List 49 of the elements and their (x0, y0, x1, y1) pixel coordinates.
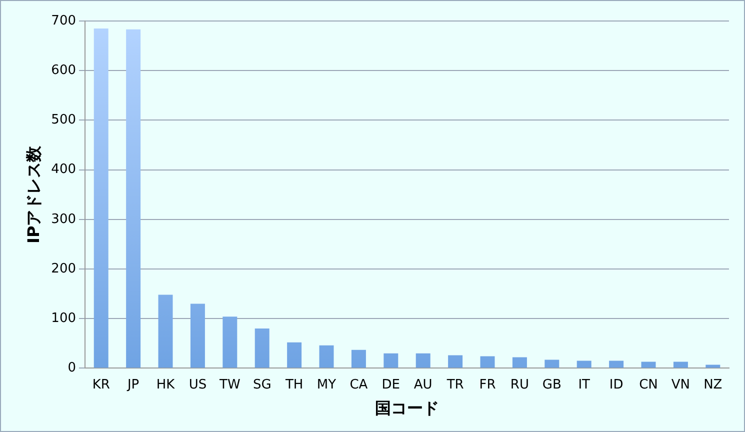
x-tick-label: JP (126, 377, 140, 392)
x-tick-label: GB (542, 377, 562, 392)
x-tick-label: IT (578, 377, 590, 392)
x-tick-label: FR (479, 377, 496, 392)
x-tick-label: US (188, 377, 207, 392)
x-tick-label: HK (156, 377, 176, 392)
x-tick-label: VN (671, 377, 690, 392)
x-tick-label: MY (316, 377, 336, 392)
x-tick-label: CN (639, 377, 658, 392)
y-tick-label: 200 (51, 261, 76, 276)
bar (512, 357, 527, 368)
x-tick-label: AU (414, 377, 432, 392)
bar (576, 360, 592, 368)
bar (254, 328, 270, 368)
y-tick-label: 100 (51, 310, 76, 326)
bar (351, 350, 366, 368)
bar (448, 355, 463, 368)
bar (319, 345, 334, 368)
bar (416, 353, 430, 368)
y-tick-label: 600 (51, 62, 76, 78)
bar (480, 356, 495, 368)
bar (673, 362, 688, 368)
x-tick-label: NZ (704, 377, 722, 392)
bar (158, 294, 173, 368)
bar (222, 316, 238, 368)
y-tick-label: 500 (51, 112, 76, 128)
bar (544, 360, 560, 368)
bar (190, 304, 205, 368)
x-tick-label: TH (284, 377, 304, 392)
bar (126, 29, 141, 368)
x-tick-label: DE (382, 377, 400, 392)
y-axis-title: IPアドレス数 (24, 144, 43, 244)
y-tick-label: 0 (68, 360, 76, 376)
x-tick-label: KR (92, 377, 110, 392)
x-tick-label: TR (446, 377, 464, 392)
bar (706, 364, 720, 368)
x-tick-label: SG (252, 377, 272, 392)
bar (384, 353, 398, 368)
bar (287, 342, 302, 368)
x-axis-title: 国コード (375, 398, 440, 418)
x-tick-label: CA (350, 377, 368, 392)
y-tick-label: 400 (51, 162, 76, 178)
x-tick-label: TW (218, 377, 240, 392)
bar (609, 360, 624, 368)
x-tick-label: RU (510, 377, 529, 392)
y-tick-label: 700 (51, 13, 76, 28)
y-tick-label: 300 (51, 212, 76, 227)
x-tick-label: ID (609, 377, 624, 392)
bar (94, 28, 108, 368)
